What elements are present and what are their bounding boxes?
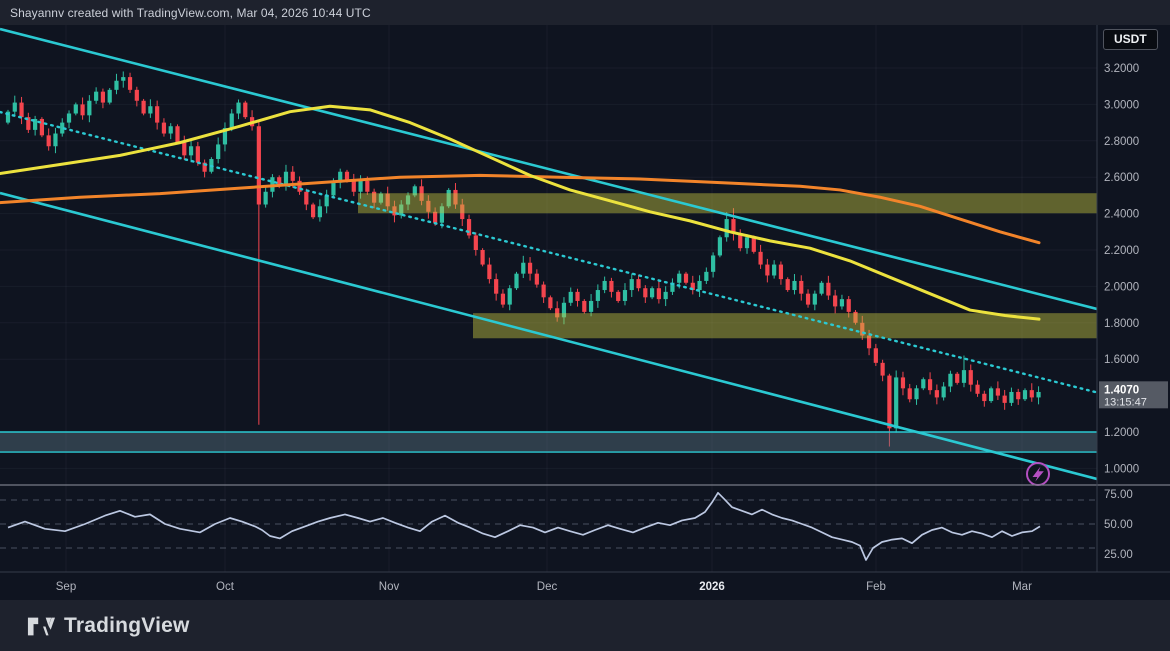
bar-countdown: 13:15:47 <box>1104 396 1147 408</box>
ma-yellow-fast <box>0 104 1041 321</box>
candlestick-series <box>5 71 1041 447</box>
ma-orange-slow <box>0 173 1041 245</box>
key-levels-zones <box>0 193 1097 453</box>
svg-text:Nov: Nov <box>379 581 400 593</box>
svg-text:3.2000: 3.2000 <box>1104 63 1139 75</box>
svg-text:2.2000: 2.2000 <box>1104 245 1139 257</box>
svg-text:3.0000: 3.0000 <box>1104 99 1139 111</box>
zone-support-1.09-1.20 <box>0 432 1097 453</box>
svg-text:Mar: Mar <box>1012 581 1032 593</box>
svg-text:1.2000: 1.2000 <box>1104 427 1139 439</box>
svg-text:1.8000: 1.8000 <box>1104 318 1139 330</box>
svg-text:2.4000: 2.4000 <box>1104 209 1139 221</box>
rsi-pane[interactable] <box>0 484 1170 561</box>
svg-text:2.8000: 2.8000 <box>1104 136 1139 148</box>
chart-background <box>0 25 1170 600</box>
svg-text:2.0000: 2.0000 <box>1104 281 1139 293</box>
svg-text:2.6000: 2.6000 <box>1104 172 1139 184</box>
svg-text:Feb: Feb <box>866 581 886 593</box>
svg-text:25.00: 25.00 <box>1104 549 1133 561</box>
zone-support-1.72-1.85 <box>473 313 1097 339</box>
svg-text:2026: 2026 <box>699 581 725 593</box>
svg-text:1.6000: 1.6000 <box>1104 354 1139 366</box>
overlay-lines <box>0 27 1097 481</box>
flash-idea-button[interactable] <box>1026 462 1050 486</box>
descending-channel-lower-line <box>0 191 1097 481</box>
watermark-text: Shayannv created with TradingView.com, M… <box>10 5 371 20</box>
time-axis[interactable]: Sep Oct Nov Dec 2026 Feb Mar <box>56 581 1032 593</box>
zone-resistance-2.40-2.51 <box>358 193 1097 214</box>
quote-currency-badge: USDT <box>1103 29 1158 50</box>
price-axis[interactable]: 3.2000 3.0000 2.8000 2.6000 2.4000 2.2000 2.00… <box>1104 63 1139 561</box>
tradingview-logo-icon <box>27 617 55 635</box>
brand-bar: TradingView <box>0 600 1170 651</box>
svg-text:1.0000: 1.0000 <box>1104 463 1139 475</box>
price-chart-canvas[interactable]: 3.2000 3.0000 2.8000 2.6000 2.4000 2.2000 2.00… <box>0 25 1170 600</box>
svg-text:Oct: Oct <box>216 581 235 593</box>
current-price-value: 1.4070 <box>1104 384 1139 396</box>
tradingview-logo[interactable]: TradingView <box>0 614 190 638</box>
watermark-bar: Shayannv created with TradingView.com, M… <box>0 0 1170 25</box>
descending-channel-upper-line <box>0 27 1097 311</box>
tradingview-logo-text: TradingView <box>64 613 190 637</box>
svg-text:75.00: 75.00 <box>1104 489 1133 501</box>
rsi-line <box>7 491 1041 561</box>
svg-text:50.00: 50.00 <box>1104 519 1133 531</box>
svg-text:Sep: Sep <box>56 581 76 593</box>
svg-text:Dec: Dec <box>537 581 558 593</box>
lightning-icon <box>1032 466 1044 482</box>
